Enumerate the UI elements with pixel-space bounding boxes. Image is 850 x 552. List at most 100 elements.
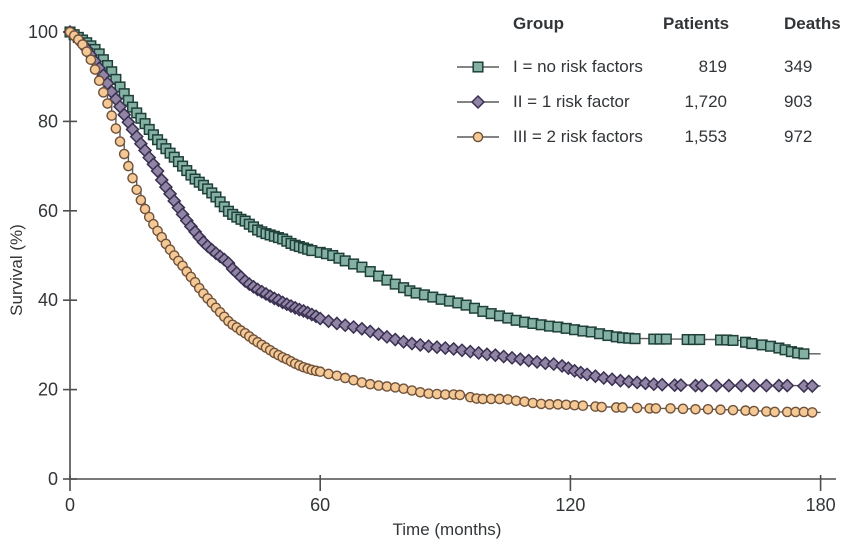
circle-marker: [135, 194, 147, 206]
legend-header-patients: Patients: [663, 14, 730, 33]
group-3-deaths: 972: [784, 126, 813, 146]
circle-marker: [665, 403, 676, 414]
circle-marker: [139, 203, 151, 215]
diamond-marker: [759, 378, 774, 393]
group-1-marker-cell: [455, 59, 505, 75]
legend: Group Patients Deaths I = no risk factor…: [455, 8, 845, 154]
y-tick-label: 100: [28, 22, 58, 42]
circle-marker: [93, 75, 105, 87]
square-marker-icon: [457, 60, 499, 73]
series-group-3-curve: [64, 26, 821, 418]
group-1-label: I = no risk factors: [513, 56, 643, 76]
circle-marker: [715, 404, 726, 416]
y-axis-title: Survival (%): [7, 224, 26, 316]
diamond-marker: [613, 373, 628, 388]
x-tick-label: 180: [806, 495, 836, 515]
legend-row-group-2: II = 1 risk factor 1,720 903: [455, 84, 845, 119]
diamond-marker: [638, 376, 653, 391]
circle-marker: [106, 110, 117, 121]
circle-marker: [650, 403, 662, 414]
circle-marker: [110, 123, 122, 134]
diamond-marker: [709, 378, 724, 393]
circle-marker: [118, 148, 130, 160]
y-tick-label: 40: [38, 290, 58, 310]
legend-spacer: [455, 40, 845, 49]
square-marker: [746, 338, 758, 350]
diamond-marker: [780, 378, 795, 393]
circle-marker: [690, 403, 701, 415]
group-2-marker-cell: [455, 94, 505, 110]
group-1-patients: 819: [698, 56, 727, 76]
diamond-marker: [429, 340, 445, 355]
group-3-patients: 1,553: [684, 126, 727, 146]
group-2-deaths: 903: [784, 91, 813, 111]
diamond-marker: [538, 356, 553, 371]
square-marker: [472, 60, 484, 73]
diamond-marker: [673, 378, 688, 393]
group-3-label: III = 2 risk factors: [513, 126, 643, 146]
diamond-marker-icon: [457, 94, 499, 109]
y-tick-label: 0: [48, 469, 58, 489]
diamond-marker: [150, 163, 165, 179]
circle-marker: [85, 54, 97, 66]
circle-marker: [769, 406, 781, 418]
diamond-marker: [734, 378, 749, 393]
square-marker: [629, 333, 641, 345]
legend-header: Group Patients Deaths: [455, 8, 845, 40]
square-marker: [727, 334, 739, 346]
diamond-marker: [630, 375, 645, 390]
diamond-marker: [746, 378, 761, 393]
circle-marker: [131, 184, 143, 196]
circle-marker: [406, 385, 418, 396]
circle-marker: [748, 405, 760, 417]
circle-marker: [454, 389, 466, 401]
circle-marker: [727, 404, 739, 416]
circle-marker: [806, 407, 818, 418]
y-tick-label: 20: [38, 380, 58, 400]
circle-marker: [596, 401, 607, 413]
diamond-marker: [479, 347, 495, 362]
diamond-marker: [421, 339, 436, 354]
legend-header-group: Group: [513, 14, 564, 33]
diamond-marker: [805, 378, 820, 394]
circle-marker: [617, 402, 628, 413]
circle-marker: [631, 402, 643, 414]
circle-marker: [398, 383, 409, 395]
diamond-marker: [621, 374, 636, 389]
circle-marker: [356, 377, 368, 388]
diamond-marker: [655, 377, 670, 392]
circle-marker: [577, 400, 589, 411]
circle-marker: [677, 403, 689, 415]
circle-marker: [123, 160, 134, 172]
diamond-marker: [438, 340, 453, 356]
x-tick-label: 60: [310, 495, 330, 515]
circle-marker: [81, 46, 92, 57]
circle-marker: [323, 368, 334, 380]
circle-marker: [702, 403, 714, 415]
diamond-marker: [694, 378, 709, 393]
circle-marker: [114, 136, 126, 147]
circle-marker-icon: [457, 131, 499, 142]
legend-header-deaths: Deaths: [784, 14, 841, 33]
legend-row-group-3: III = 2 risk factors 1,553 972: [455, 119, 845, 154]
circle-marker: [89, 64, 101, 75]
square-marker: [660, 333, 672, 345]
group-1-deaths: 349: [784, 56, 813, 76]
square-marker: [798, 348, 810, 360]
circle-marker: [472, 131, 484, 142]
group-2-patients: 1,720: [684, 91, 727, 111]
y-tick-label: 80: [38, 111, 58, 131]
group-3-marker-cell: [455, 129, 505, 145]
diamond-marker: [721, 378, 736, 393]
x-axis-title: Time (months): [393, 520, 502, 539]
circle-marker: [98, 87, 109, 98]
group-2-label: II = 1 risk factor: [513, 91, 630, 111]
legend-row-group-1: I = no risk factors 819 349: [455, 49, 845, 84]
circle-marker: [102, 98, 113, 109]
series-group-1-curve: [64, 26, 821, 360]
x-tick-label: 120: [555, 495, 585, 515]
square-marker: [694, 333, 706, 346]
x-tick-label: 0: [65, 495, 75, 515]
